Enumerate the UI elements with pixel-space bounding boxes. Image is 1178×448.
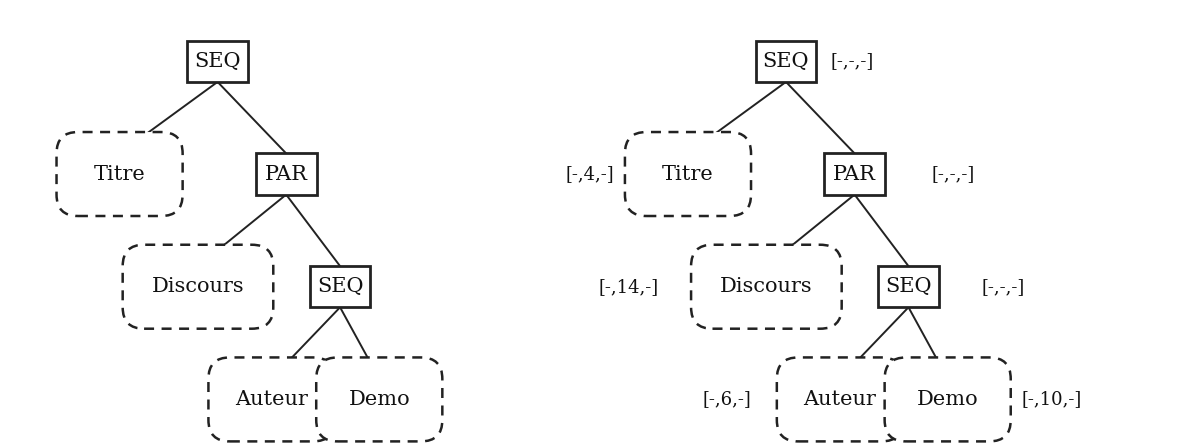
FancyBboxPatch shape bbox=[209, 358, 335, 441]
Text: SEQ: SEQ bbox=[885, 277, 932, 296]
Text: Titre: Titre bbox=[662, 164, 714, 184]
Text: [-,-,-]: [-,-,-] bbox=[931, 165, 974, 183]
Text: Auteur: Auteur bbox=[236, 390, 307, 409]
Text: Titre: Titre bbox=[94, 164, 145, 184]
Text: [-,6,-]: [-,6,-] bbox=[703, 390, 752, 409]
FancyBboxPatch shape bbox=[878, 266, 939, 307]
Text: SEQ: SEQ bbox=[194, 52, 240, 71]
Text: Demo: Demo bbox=[349, 390, 410, 409]
Text: Discours: Discours bbox=[720, 277, 813, 296]
FancyBboxPatch shape bbox=[187, 41, 247, 82]
FancyBboxPatch shape bbox=[123, 245, 273, 329]
Text: PAR: PAR bbox=[265, 164, 307, 184]
Text: [-,10,-]: [-,10,-] bbox=[1021, 390, 1081, 409]
FancyBboxPatch shape bbox=[885, 358, 1011, 441]
Text: [-,-,-]: [-,-,-] bbox=[982, 278, 1025, 296]
Text: Discours: Discours bbox=[152, 277, 244, 296]
FancyBboxPatch shape bbox=[256, 153, 317, 194]
Text: SEQ: SEQ bbox=[317, 277, 363, 296]
FancyBboxPatch shape bbox=[776, 358, 902, 441]
Text: Demo: Demo bbox=[916, 390, 979, 409]
FancyBboxPatch shape bbox=[57, 132, 183, 216]
Text: SEQ: SEQ bbox=[762, 52, 809, 71]
Text: Auteur: Auteur bbox=[803, 390, 876, 409]
Text: PAR: PAR bbox=[833, 164, 876, 184]
FancyBboxPatch shape bbox=[624, 132, 752, 216]
FancyBboxPatch shape bbox=[755, 41, 816, 82]
FancyBboxPatch shape bbox=[825, 153, 885, 194]
FancyBboxPatch shape bbox=[691, 245, 842, 329]
Text: [-,4,-]: [-,4,-] bbox=[565, 165, 615, 183]
FancyBboxPatch shape bbox=[316, 358, 442, 441]
Text: [-,-,-]: [-,-,-] bbox=[830, 52, 873, 70]
FancyBboxPatch shape bbox=[310, 266, 370, 307]
Text: [-,14,-]: [-,14,-] bbox=[598, 278, 659, 296]
